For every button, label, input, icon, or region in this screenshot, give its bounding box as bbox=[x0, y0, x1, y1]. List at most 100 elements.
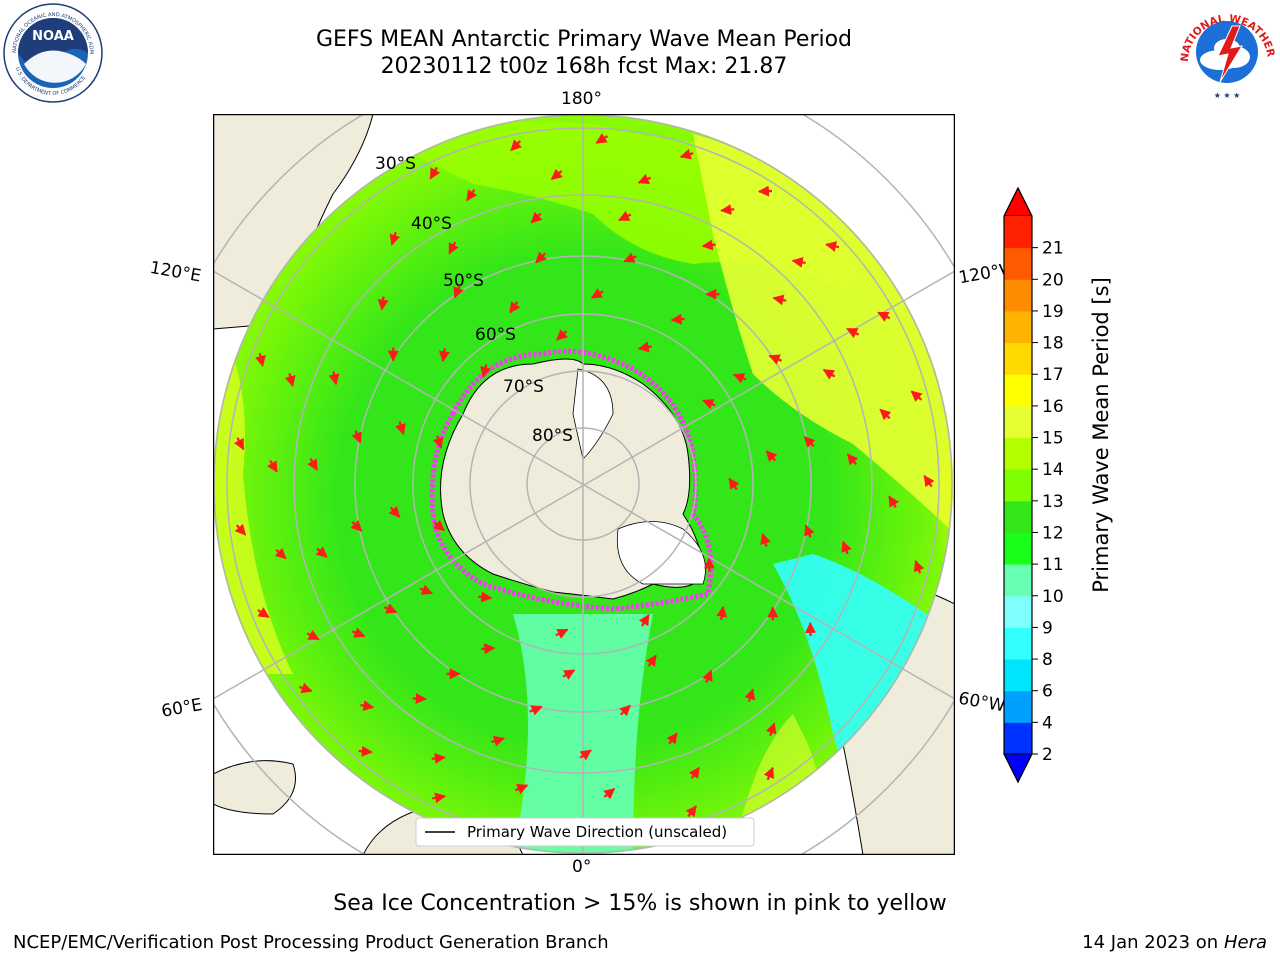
chart-title: GEFS MEAN Antarctic Primary Wave Mean Pe… bbox=[315, 27, 853, 52]
lon-label-60w: 60°W bbox=[957, 689, 1007, 717]
wave-direction-arrow bbox=[351, 430, 362, 444]
wave-direction-arrow bbox=[432, 792, 447, 804]
wave-direction-arrow bbox=[514, 784, 529, 795]
svg-text:120°E: 120°E bbox=[148, 258, 202, 287]
colorbar-band bbox=[1004, 627, 1032, 660]
wave-direction-arrow bbox=[383, 603, 398, 614]
wave-direction-arrow bbox=[791, 256, 806, 268]
wave-direction-arrow bbox=[377, 296, 389, 311]
wave-direction-arrow bbox=[306, 629, 320, 641]
wave-direction-arrow bbox=[535, 251, 547, 264]
colorbar-tick-label: 21 bbox=[1042, 239, 1064, 259]
colorbar-tick-label: 2 bbox=[1042, 745, 1053, 765]
wave-direction-arrow bbox=[529, 705, 543, 716]
wave-direction-arrow bbox=[666, 732, 678, 745]
wave-direction-arrows bbox=[233, 133, 935, 818]
wave-direction-arrow bbox=[603, 787, 616, 800]
wave-direction-arrow bbox=[388, 505, 401, 518]
lat-label-80s: 80°S bbox=[532, 426, 573, 446]
wave-direction-arrow bbox=[360, 700, 375, 712]
wave-direction-arrow bbox=[351, 627, 366, 638]
wave-direction-arrow bbox=[757, 185, 773, 197]
wave-direction-arrow bbox=[530, 211, 543, 224]
wave-direction-arrow bbox=[389, 231, 401, 246]
svg-text:60°E: 60°E bbox=[160, 695, 204, 722]
wave-direction-arrow bbox=[879, 408, 892, 421]
wave-direction-arrow bbox=[702, 399, 716, 410]
colorbar-tick-label: 15 bbox=[1042, 429, 1064, 449]
wave-direction-arrow bbox=[395, 421, 406, 436]
svg-text:Primary Wave Mean Period [s]: Primary Wave Mean Period [s] bbox=[1089, 277, 1113, 593]
colorbar-band bbox=[1004, 595, 1032, 628]
wave-direction-arrow bbox=[716, 605, 728, 620]
wave-direction-arrow bbox=[555, 628, 569, 639]
wave-direction-arrow bbox=[638, 613, 650, 627]
lon-label-120e: 120°E bbox=[148, 258, 202, 287]
colorbar-band bbox=[1004, 405, 1032, 439]
colorbar-tick-label: 16 bbox=[1042, 397, 1064, 417]
svg-text:NOAA: NOAA bbox=[32, 29, 74, 44]
wave-direction-arrow bbox=[478, 591, 493, 603]
wave-direction-arrow bbox=[803, 436, 816, 448]
wave-period-map: 30°S 40°S 50°S 60°S 70°S 80°S Primary Wa… bbox=[213, 114, 955, 855]
wave-direction-arrow bbox=[274, 547, 287, 560]
wave-direction-arrow bbox=[491, 735, 506, 747]
wave-direction-arrow bbox=[822, 368, 836, 380]
wave-direction-arrow bbox=[804, 524, 815, 538]
colorbar-tick-label: 6 bbox=[1042, 682, 1053, 702]
colorbar-tick-label: 14 bbox=[1042, 460, 1064, 480]
wave-direction-arrow bbox=[579, 749, 592, 761]
wave-direction-arrow bbox=[595, 133, 609, 144]
lat-label-70s: 70°S bbox=[503, 377, 544, 397]
colorbar-band bbox=[1004, 469, 1032, 502]
wave-direction-arrow bbox=[432, 435, 444, 449]
sea-ice-note: Sea Ice Concentration > 15% is shown in … bbox=[333, 891, 947, 916]
wave-direction-arrow bbox=[701, 239, 716, 251]
lon-label-0: 0° bbox=[572, 857, 592, 877]
lat-label-30s: 30°S bbox=[375, 154, 416, 174]
wave-direction-arrow bbox=[728, 477, 740, 491]
wave-direction-arrow bbox=[765, 450, 778, 463]
wave-direction-arrow bbox=[510, 139, 522, 152]
map-legend: Primary Wave Direction (unscaled) bbox=[415, 817, 755, 847]
lat-label-50s: 50°S bbox=[443, 271, 484, 291]
wave-direction-arrow bbox=[328, 371, 340, 386]
colorbar-band bbox=[1004, 659, 1032, 692]
lon-label-180: 180° bbox=[561, 89, 602, 109]
wave-direction-arrow bbox=[267, 460, 278, 473]
svg-text:Primary Wave Direction (unscal: Primary Wave Direction (unscaled) bbox=[467, 823, 727, 841]
wave-direction-arrow bbox=[619, 704, 631, 717]
wave-direction-arrow bbox=[453, 284, 464, 299]
colorbar-tick-label: 18 bbox=[1042, 334, 1064, 354]
colorbar-over-extension bbox=[1003, 186, 1033, 217]
wave-direction-arrow bbox=[763, 766, 774, 781]
wave-direction-arrow bbox=[299, 682, 313, 694]
colorbar-band bbox=[1004, 279, 1032, 312]
wave-direction-arrow bbox=[913, 559, 925, 574]
wave-direction-arrow bbox=[466, 189, 478, 202]
wave-direction-arrow bbox=[923, 474, 935, 488]
wave-direction-arrow bbox=[233, 437, 245, 451]
colorbar-tick-label: 12 bbox=[1042, 523, 1064, 543]
wave-direction-arrow bbox=[257, 607, 270, 619]
nws-logo: NATIONAL WEATHER SERVICE ★ ★ ★ bbox=[1176, 2, 1277, 100]
wave-direction-arrow bbox=[618, 210, 632, 222]
wave-direction-arrow bbox=[685, 805, 697, 818]
wave-direction-arrow bbox=[556, 329, 568, 341]
colorbar-band bbox=[1004, 564, 1032, 597]
colorbar-tick-label: 10 bbox=[1042, 587, 1064, 607]
colorbar-band bbox=[1004, 247, 1032, 280]
colorbar-tick-label: 20 bbox=[1042, 270, 1064, 290]
colorbar-band bbox=[1004, 342, 1032, 375]
wave-direction-arrow bbox=[772, 294, 787, 306]
wave-direction-arrow bbox=[825, 241, 840, 252]
colorbar-tick-label: 4 bbox=[1042, 713, 1053, 733]
wave-direction-arrow bbox=[744, 688, 756, 703]
wave-direction-arrow bbox=[910, 390, 923, 402]
wave-direction-arrow bbox=[888, 495, 899, 508]
wave-direction-arrow bbox=[877, 311, 891, 322]
wave-direction-arrow bbox=[550, 168, 563, 181]
colorbar-band bbox=[1004, 216, 1032, 249]
colorbar-tick-label: 17 bbox=[1042, 365, 1064, 385]
wave-direction-arrow bbox=[732, 373, 747, 384]
